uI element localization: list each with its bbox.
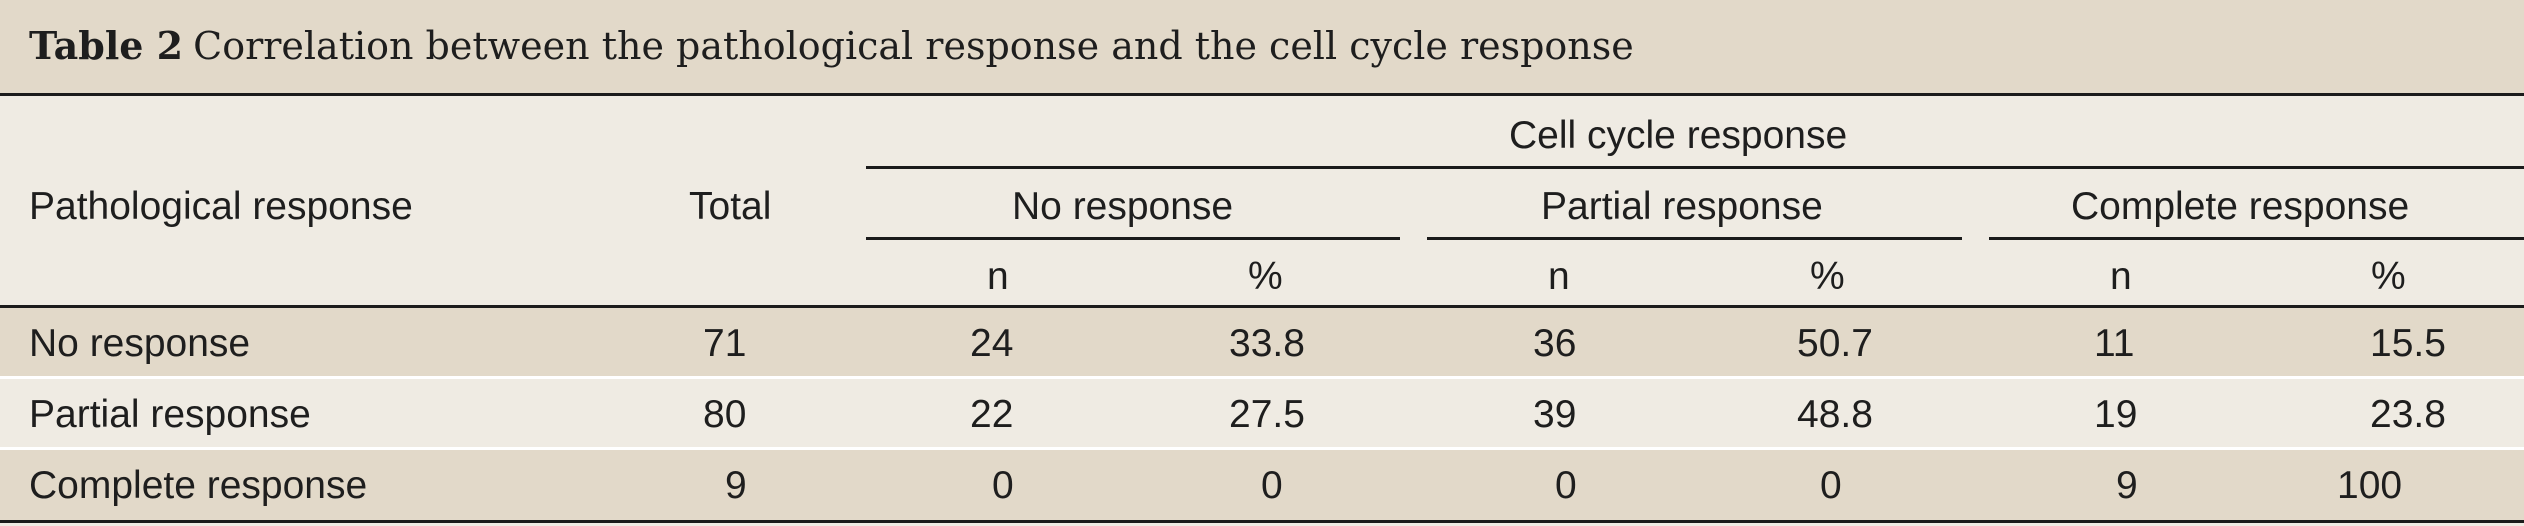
table-label: Table 2 bbox=[29, 23, 184, 68]
total-header: Total bbox=[689, 185, 772, 228]
group-title-rule bbox=[866, 166, 2524, 169]
row-label: Complete response bbox=[29, 464, 368, 507]
row-total: 71 bbox=[703, 322, 747, 365]
table-row: No response 71 24 33.8 36 50.7 11 15.5 bbox=[0, 308, 2524, 376]
table-header: Pathological response Total Cell cycle r… bbox=[0, 96, 2524, 308]
cell-partial-pct: 0 bbox=[1820, 464, 1842, 507]
cell-complete-n: 19 bbox=[2094, 393, 2138, 436]
sub-no-pct: % bbox=[1248, 255, 1283, 298]
cell-partial-pct: 50.7 bbox=[1797, 322, 1873, 365]
table-caption: Correlation between the pathological res… bbox=[193, 24, 1634, 68]
cell-no-n: 0 bbox=[992, 464, 1014, 507]
cell-partial-n: 0 bbox=[1555, 464, 1577, 507]
row-header-label: Pathological response bbox=[29, 185, 413, 228]
group-no-response-rule bbox=[866, 237, 1400, 240]
row-label: Partial response bbox=[29, 393, 311, 436]
cell-partial-pct: 48.8 bbox=[1797, 393, 1873, 436]
group-partial-response-rule bbox=[1427, 237, 1962, 240]
sub-complete-pct: % bbox=[2371, 255, 2406, 298]
table-bottom-rule bbox=[0, 520, 2524, 523]
cell-no-pct: 33.8 bbox=[1229, 322, 1305, 365]
cell-complete-pct: 23.8 bbox=[2370, 393, 2446, 436]
sub-no-n: n bbox=[987, 255, 1009, 298]
group-title-cell-cycle: Cell cycle response bbox=[1509, 114, 1848, 157]
sub-partial-n: n bbox=[1548, 255, 1570, 298]
row-total: 80 bbox=[703, 393, 747, 436]
table-row: Complete response 9 0 0 0 0 9 100 bbox=[0, 450, 2524, 520]
sub-complete-n: n bbox=[2110, 255, 2132, 298]
cell-no-n: 22 bbox=[970, 393, 1014, 436]
cell-complete-pct: 100 bbox=[2337, 464, 2403, 507]
table-title: Table 2 Correlation between the pathologi… bbox=[29, 23, 1634, 68]
group-partial-response: Partial response bbox=[1541, 185, 1823, 228]
cell-complete-n: 11 bbox=[2094, 322, 2135, 365]
cell-partial-n: 36 bbox=[1533, 322, 1577, 365]
row-label: No response bbox=[29, 322, 251, 365]
group-no-response: No response bbox=[1012, 185, 1234, 228]
cell-complete-n: 9 bbox=[2116, 464, 2138, 507]
cell-complete-pct: 15.5 bbox=[2370, 322, 2446, 365]
cell-no-pct: 27.5 bbox=[1229, 393, 1305, 436]
cell-partial-n: 39 bbox=[1533, 393, 1577, 436]
row-total: 9 bbox=[725, 464, 747, 507]
table-title-bar: Table 2 Correlation between the pathologi… bbox=[0, 0, 2524, 96]
group-complete-response-rule bbox=[1989, 237, 2524, 240]
group-complete-response: Complete response bbox=[2071, 185, 2410, 228]
row-separator bbox=[0, 376, 2524, 379]
sub-partial-pct: % bbox=[1810, 255, 1845, 298]
cell-no-pct: 0 bbox=[1261, 464, 1283, 507]
table-row: Partial response 80 22 27.5 39 48.8 19 2… bbox=[0, 379, 2524, 447]
row-separator bbox=[0, 447, 2524, 450]
cell-no-n: 24 bbox=[970, 322, 1014, 365]
